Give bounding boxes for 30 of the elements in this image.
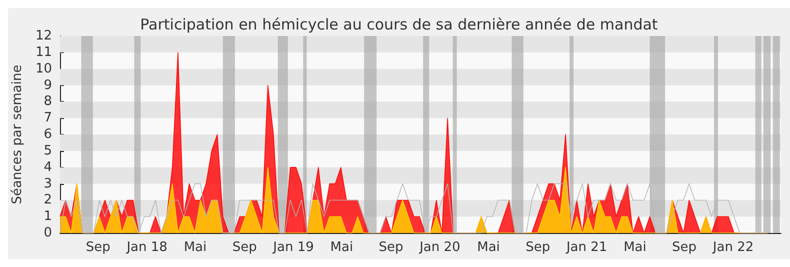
x-tick-label: Jan 19 [272, 240, 314, 255]
x-tick-label: Sep [672, 240, 697, 255]
y-tick-label: 0 [44, 226, 52, 240]
line-series [60, 183, 768, 234]
y-tick-label: 12 [35, 28, 52, 44]
x-tick-label: Mai [477, 240, 500, 255]
y-axis-title: Séances par semaine [10, 64, 25, 204]
x-tick-label: Jan 20 [418, 240, 460, 255]
y-tick-label: 7 [44, 110, 52, 126]
y-tick-label: 4 [44, 160, 52, 175]
chart-title: Participation en hémicycle au cours de sa dernière année de mandat [140, 16, 658, 34]
y-tick-label: 5 [44, 143, 52, 158]
y-tick-label: 8 [44, 94, 52, 110]
x-tick-label: Sep [232, 240, 257, 255]
y-tick-label: 9 [44, 78, 52, 93]
y-tick-label: 3 [44, 176, 52, 192]
y-tick-label: 6 [44, 127, 52, 142]
x-tick-label: Mai [330, 240, 354, 255]
y-tick-label: 2 [44, 192, 52, 208]
x-tick-label: Jan 18 [126, 240, 168, 255]
y-tick-label: 1 [44, 209, 52, 224]
x-tick-label: Sep [526, 240, 550, 255]
x-tick-label: Mai [624, 240, 646, 255]
x-tick-label: Sep [378, 240, 404, 255]
x-tick-label: Jan 21 [565, 240, 608, 255]
x-tick-label: Sep [86, 240, 110, 255]
x-tick-label: Jan 22 [712, 240, 754, 255]
x-tick-label: Mai [184, 240, 207, 255]
y-tick-label: 10 [35, 61, 52, 76]
y-tick-label: 11 [35, 44, 52, 60]
